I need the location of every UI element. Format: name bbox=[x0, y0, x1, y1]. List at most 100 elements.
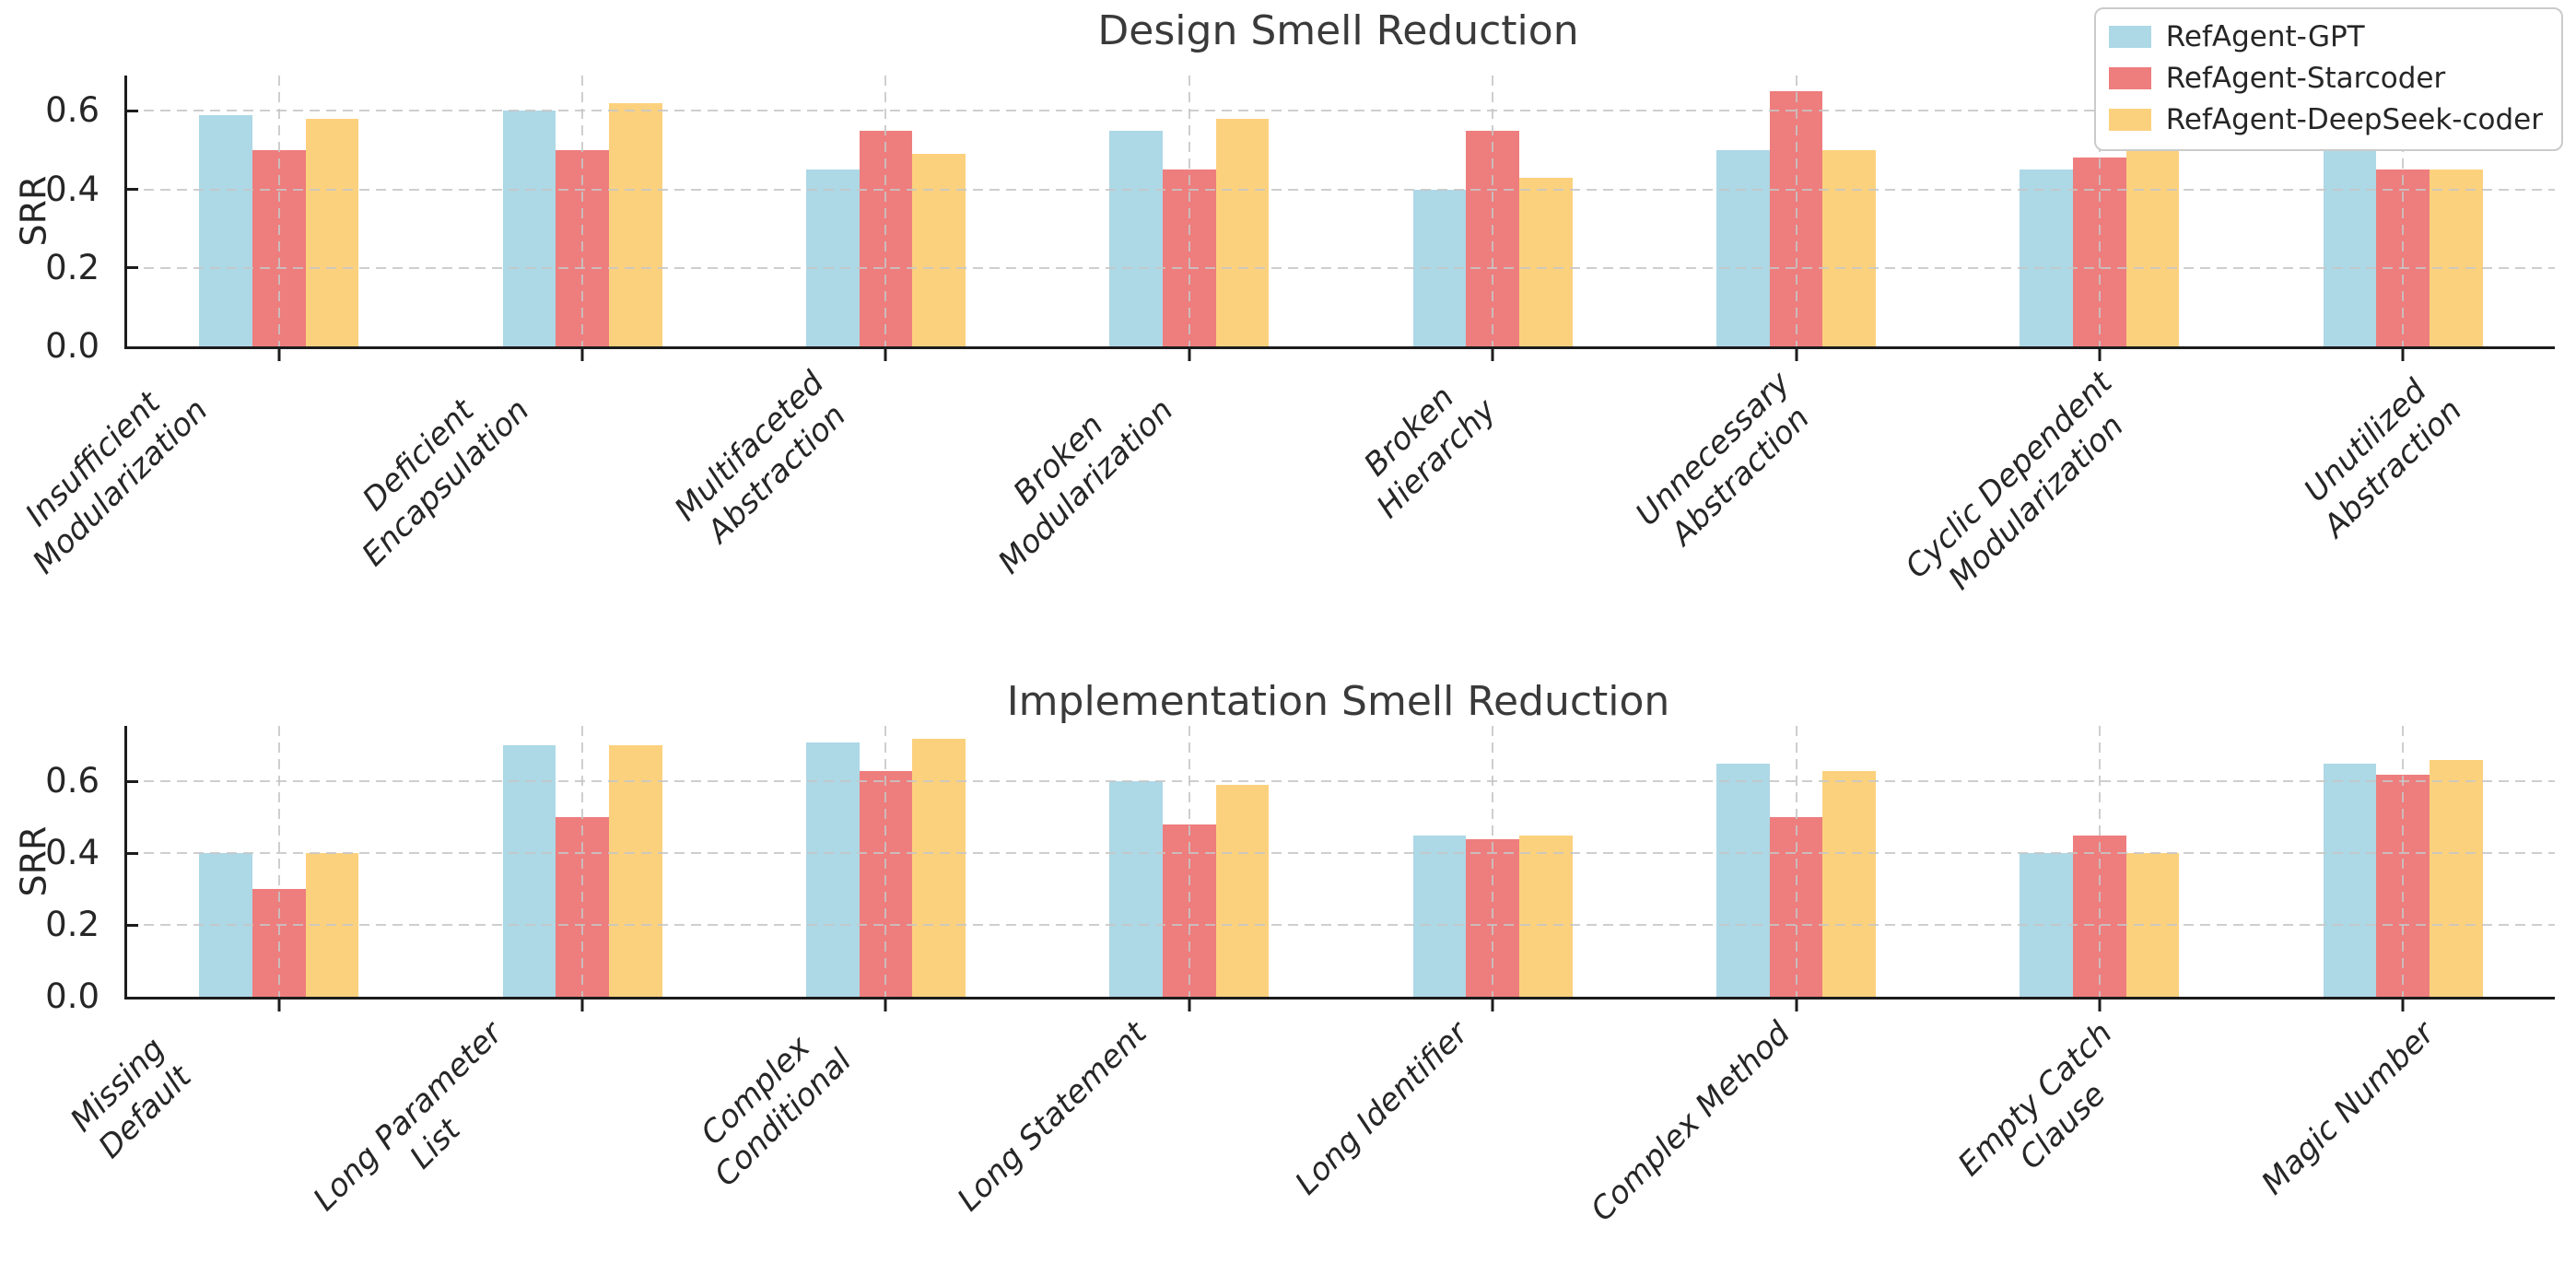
bar-refagent-gpt bbox=[2020, 170, 2074, 346]
h-gridline bbox=[127, 110, 2555, 112]
h-gridline bbox=[127, 780, 2555, 783]
x-category-label: Unutilized Abstraction bbox=[2297, 372, 2469, 545]
x-tick-mark bbox=[1188, 349, 1191, 361]
chart-title-design: Design Smell Reduction bbox=[1097, 7, 1579, 54]
x-tick-mark bbox=[2401, 349, 2405, 361]
y-tick-label: 0.2 bbox=[45, 905, 100, 945]
bar-refagent-gpt bbox=[1716, 763, 1770, 997]
v-gridline bbox=[1188, 726, 1190, 997]
v-gridline bbox=[2402, 726, 2405, 997]
bar-refagent-gpt bbox=[2323, 763, 2377, 997]
x-tick-mark bbox=[884, 349, 887, 361]
bar-refagent-gpt bbox=[1716, 149, 1770, 346]
x-category-label: Complex Method bbox=[1584, 1014, 1798, 1229]
h-gridline bbox=[127, 924, 2555, 927]
v-gridline bbox=[2098, 76, 2101, 346]
bar-group bbox=[1948, 76, 2251, 361]
x-tick-mark bbox=[2098, 349, 2102, 361]
bar-group bbox=[2252, 76, 2555, 361]
bar-group bbox=[1645, 76, 1948, 361]
x-category-label: Unnecessary Abstraction bbox=[1629, 364, 1818, 553]
bar-refagent-gpt bbox=[1412, 835, 1467, 997]
x-tick-mark bbox=[1188, 1000, 1191, 1011]
bar-refagent-gpt bbox=[502, 111, 556, 346]
y-tick-mark bbox=[126, 266, 138, 270]
chart-title-implementation: Implementation Smell Reduction bbox=[1006, 678, 1670, 725]
v-gridline bbox=[884, 726, 887, 997]
x-tick-mark bbox=[1795, 1000, 1798, 1011]
bar-refagent-gpt bbox=[2323, 149, 2377, 346]
bar-group bbox=[734, 726, 1037, 1011]
legend-row: RefAgent-DeepSeek-coder bbox=[2108, 103, 2543, 136]
y-tick-label: 0.4 bbox=[45, 833, 100, 873]
x-category-label: Magic Number bbox=[2254, 1014, 2442, 1202]
plot-area-design: SRR 0.0 0.2 0.4 0.6 bbox=[13, 76, 2555, 365]
bar-refagent-gpt bbox=[1109, 781, 1163, 997]
bar-group bbox=[1037, 76, 1341, 361]
y-tick-label: 0.6 bbox=[45, 761, 100, 801]
x-category-label: Long Parameter List bbox=[306, 1014, 510, 1219]
x-tick-mark bbox=[884, 1000, 887, 1011]
bar-refagent-gpt bbox=[805, 742, 860, 997]
v-gridline bbox=[884, 76, 887, 346]
x-category-label: Broken Hierarchy bbox=[1356, 379, 1504, 526]
x-category-label: Deficient Encapsulation bbox=[355, 392, 537, 574]
legend-swatch bbox=[2108, 26, 2151, 48]
v-gridline bbox=[277, 726, 280, 997]
bar-group bbox=[127, 76, 430, 361]
x-category-label: Empty Catch Clause bbox=[1950, 1014, 2120, 1184]
v-gridline bbox=[2402, 76, 2405, 346]
h-gridline bbox=[127, 266, 2555, 269]
x-tick-mark bbox=[580, 1000, 584, 1011]
legend-row: RefAgent-GPT bbox=[2108, 20, 2543, 53]
x-category-label: Long Statement bbox=[950, 1014, 1154, 1219]
bar-group bbox=[1645, 726, 1948, 1011]
legend-label: RefAgent-GPT bbox=[2165, 20, 2365, 53]
bar-refagent-deepseek-coder bbox=[608, 745, 662, 997]
x-tick-mark bbox=[2401, 1000, 2405, 1011]
bar-refagent-deepseek-coder bbox=[1519, 177, 1573, 346]
bar-group bbox=[1341, 76, 1645, 361]
legend-swatch bbox=[2108, 67, 2151, 89]
bar-refagent-deepseek-coder bbox=[305, 118, 359, 346]
x-tick-mark bbox=[1795, 349, 1798, 361]
bar-cluster bbox=[734, 76, 1037, 346]
x-tick-mark bbox=[1491, 1000, 1494, 1011]
y-tick-mark bbox=[126, 923, 138, 927]
y-tick-label: 0.2 bbox=[45, 247, 100, 287]
x-category-label: Broken Modularization bbox=[991, 392, 1181, 582]
bar-refagent-deepseek-coder bbox=[1519, 835, 1573, 997]
legend-label: RefAgent-Starcoder bbox=[2165, 62, 2446, 95]
legend-label: RefAgent-DeepSeek-coder bbox=[2165, 103, 2543, 136]
x-category-label: Complex Conditional bbox=[694, 1028, 860, 1194]
x-category-label: Insufficient Modularization bbox=[18, 384, 216, 582]
bar-refagent-deepseek-coder bbox=[1215, 118, 1270, 346]
v-gridline bbox=[1492, 76, 1494, 346]
bar-group bbox=[734, 76, 1037, 361]
legend-row: RefAgent-Starcoder bbox=[2108, 62, 2543, 95]
y-tick-label: 0.0 bbox=[45, 326, 100, 366]
v-gridline bbox=[277, 76, 280, 346]
bar-group bbox=[430, 76, 733, 361]
bar-refagent-deepseek-coder bbox=[2430, 760, 2483, 997]
bar-refagent-deepseek-coder bbox=[608, 102, 662, 346]
legend-box: RefAgent-GPT RefAgent-Starcoder RefAgent-D… bbox=[2093, 7, 2563, 151]
bar-refagent-deepseek-coder bbox=[1215, 785, 1270, 997]
bar-group bbox=[1341, 726, 1645, 1011]
y-tick-mark bbox=[126, 188, 138, 192]
x-tick-mark bbox=[580, 349, 584, 361]
bar-refagent-deepseek-coder bbox=[2430, 170, 2483, 346]
h-gridline bbox=[127, 188, 2555, 191]
bar-group bbox=[1948, 726, 2251, 1011]
x-tick-mark bbox=[277, 1000, 281, 1011]
y-tick-mark bbox=[126, 109, 138, 112]
bar-cluster bbox=[1948, 76, 2251, 346]
x-tick-mark bbox=[1491, 349, 1494, 361]
bar-refagent-gpt bbox=[199, 114, 252, 346]
h-gridline bbox=[127, 852, 2555, 855]
x-tick-mark bbox=[2098, 1000, 2102, 1011]
y-tick-label: 0.0 bbox=[45, 976, 100, 1016]
x-axis-labels-implementation: Missing Default Long Parameter List Comple… bbox=[0, 1000, 2576, 1286]
y-tick-mark bbox=[126, 851, 138, 855]
